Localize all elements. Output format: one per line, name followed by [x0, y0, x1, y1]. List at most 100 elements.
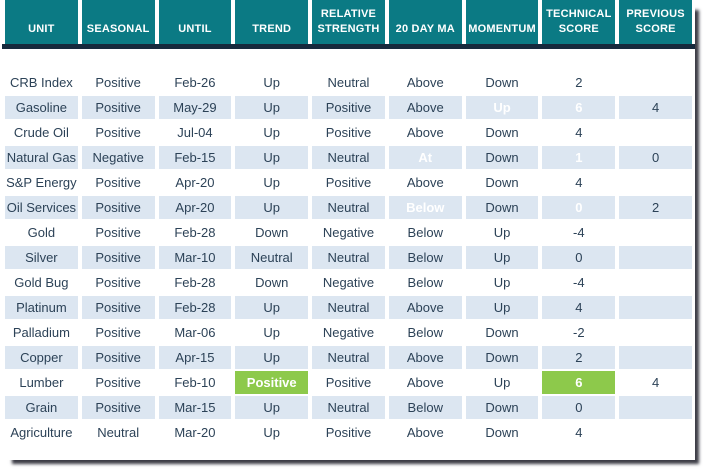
cell-seasonal: Positive — [81, 321, 155, 344]
table-row: Gold Bug Positive Feb-28 Down Negative Below U… — [2, 271, 695, 294]
table-row: Copper Positive Apr-15 Up Neutral Above Down 2 — [2, 346, 695, 369]
cell-until: Apr-20 — [158, 196, 232, 219]
cell-previous-score — [619, 396, 692, 419]
cell-momentum: Up — [465, 221, 539, 244]
cell-previous-score — [619, 421, 692, 444]
cell-trend: Up — [235, 321, 309, 344]
cell-seasonal: Negative — [81, 146, 155, 169]
technical-score-table: UNIT SEASONAL UNTIL TREND RELATIVE STREN… — [2, 0, 695, 460]
cell-seasonal: Positive — [81, 371, 155, 394]
cell-previous-score — [619, 71, 692, 94]
cell-trend: Up — [235, 396, 309, 419]
table-row: Platinum Positive Feb-28 Up Neutral Above Up 4 — [2, 296, 695, 319]
cell-trend: Up — [235, 421, 309, 444]
cell-seasonal: Positive — [81, 296, 155, 319]
cell-20-day-ma: Above — [388, 96, 462, 119]
table-row: Lumber Positive Feb-10 Positive Positive Abov… — [2, 371, 695, 394]
cell-technical-score: 2 — [542, 71, 616, 94]
cell-unit: Agriculture — [5, 421, 78, 444]
cell-momentum: Up — [465, 96, 539, 119]
cell-technical-score: 4 — [542, 421, 616, 444]
cell-relative-strength: Negative — [312, 321, 385, 344]
cell-unit: Grain — [5, 396, 78, 419]
cell-until: Feb-26 — [158, 71, 232, 94]
cell-relative-strength: Neutral — [312, 146, 385, 169]
cell-momentum: Down — [465, 196, 539, 219]
cell-previous-score: 4 — [619, 371, 692, 394]
cell-relative-strength: Neutral — [312, 196, 385, 219]
cell-seasonal: Positive — [81, 171, 155, 194]
cell-relative-strength: Positive — [312, 171, 385, 194]
cell-trend: Up — [235, 71, 309, 94]
cell-technical-score: 4 — [542, 296, 616, 319]
cell-seasonal: Positive — [81, 121, 155, 144]
cell-technical-score: 6 — [542, 96, 616, 119]
cell-momentum: Down — [465, 171, 539, 194]
table-row: Grain Positive Mar-15 Up Neutral Below Down 0 — [2, 396, 695, 419]
cell-momentum: Down — [465, 346, 539, 369]
cell-until: Feb-28 — [158, 221, 232, 244]
cell-20-day-ma: Above — [388, 371, 462, 394]
cell-previous-score — [619, 321, 692, 344]
cell-trend: Up — [235, 296, 309, 319]
cell-momentum: Down — [465, 321, 539, 344]
cell-unit: Lumber — [5, 371, 78, 394]
cell-unit: CRB Index — [5, 71, 78, 94]
cell-technical-score: 0 — [542, 196, 616, 219]
table-row: Agriculture Neutral Mar-20 Up Positive Above D… — [2, 421, 695, 444]
cell-previous-score: 0 — [619, 146, 692, 169]
cell-until: Feb-10 — [158, 371, 232, 394]
cell-trend: Up — [235, 171, 309, 194]
cell-20-day-ma: At — [388, 146, 462, 169]
cell-momentum: Down — [465, 421, 539, 444]
column-header-technical-score: TECHNICAL SCORE — [542, 0, 616, 44]
cell-relative-strength: Neutral — [312, 71, 385, 94]
column-header-until: UNTIL — [158, 0, 232, 44]
column-header-unit: UNIT — [5, 0, 78, 44]
cell-trend: Down — [235, 271, 309, 294]
cell-until: Mar-15 — [158, 396, 232, 419]
cell-until: Mar-20 — [158, 421, 232, 444]
cell-previous-score — [619, 346, 692, 369]
cell-unit: Gold Bug — [5, 271, 78, 294]
cell-unit: Oil Services — [5, 196, 78, 219]
cell-until: Feb-15 — [158, 146, 232, 169]
cell-unit: Crude Oil — [5, 121, 78, 144]
cell-20-day-ma: Above — [388, 296, 462, 319]
cell-technical-score: 2 — [542, 346, 616, 369]
cell-relative-strength: Positive — [312, 421, 385, 444]
cell-momentum: Up — [465, 246, 539, 269]
cell-relative-strength: Negative — [312, 221, 385, 244]
cell-unit: Copper — [5, 346, 78, 369]
cell-trend: Up — [235, 146, 309, 169]
cell-momentum: Down — [465, 71, 539, 94]
cell-previous-score: 2 — [619, 196, 692, 219]
cell-previous-score — [619, 121, 692, 144]
cell-momentum: Up — [465, 271, 539, 294]
table-header-row: UNIT SEASONAL UNTIL TREND RELATIVE STREN… — [2, 0, 695, 44]
cell-technical-score: 4 — [542, 171, 616, 194]
cell-seasonal: Positive — [81, 271, 155, 294]
cell-relative-strength: Neutral — [312, 246, 385, 269]
cell-seasonal: Positive — [81, 221, 155, 244]
cell-seasonal: Positive — [81, 396, 155, 419]
cell-previous-score: 4 — [619, 96, 692, 119]
cell-20-day-ma: Below — [388, 396, 462, 419]
cell-relative-strength: Neutral — [312, 296, 385, 319]
column-header-momentum: MOMENTUM — [465, 0, 539, 44]
cell-previous-score — [619, 246, 692, 269]
column-header-trend: TREND — [235, 0, 309, 44]
cell-until: Apr-20 — [158, 171, 232, 194]
cell-unit: Natural Gas — [5, 146, 78, 169]
cell-20-day-ma: Below — [388, 321, 462, 344]
cell-unit: Palladium — [5, 321, 78, 344]
cell-trend: Up — [235, 121, 309, 144]
cell-technical-score: 6 — [542, 371, 616, 394]
table-row: Crude Oil Positive Jul-04 Up Positive Above Do… — [2, 121, 695, 144]
cell-unit: Gasoline — [5, 96, 78, 119]
cell-seasonal: Positive — [81, 71, 155, 94]
cell-until: Mar-10 — [158, 246, 232, 269]
cell-technical-score: -4 — [542, 271, 616, 294]
cell-momentum: Down — [465, 121, 539, 144]
